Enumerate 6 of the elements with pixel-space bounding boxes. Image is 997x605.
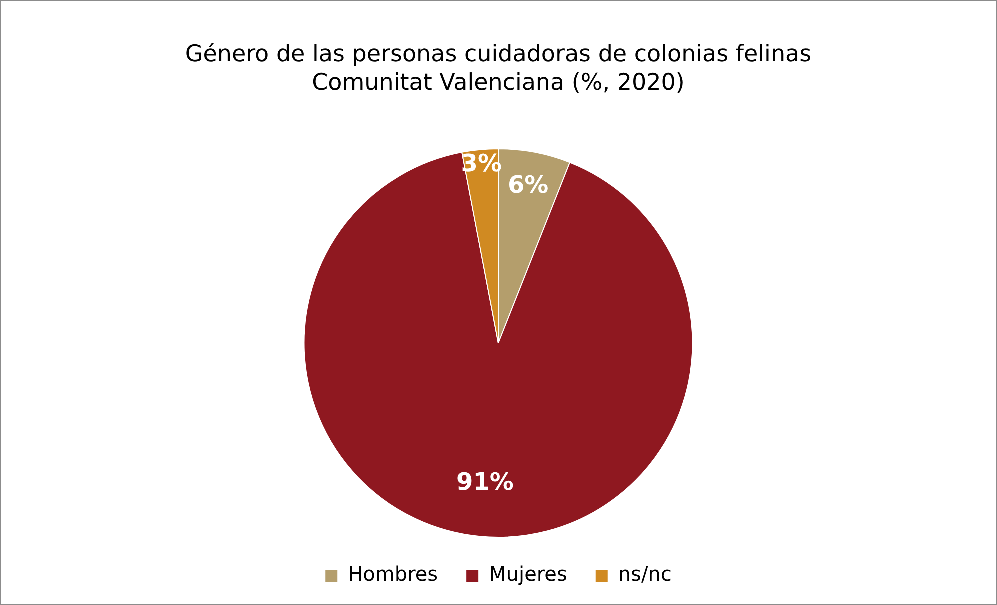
chart-title: Género de las personas cuidadoras de colonias felinas Comunitat Valenciana (%, 2020)	[185, 41, 812, 96]
legend-label: ns/nc	[618, 562, 672, 586]
legend-label: Mujeres	[489, 562, 568, 586]
data-label: 91%	[456, 468, 514, 496]
legend-label: Hombres	[348, 562, 438, 586]
data-label: 6%	[508, 171, 549, 200]
